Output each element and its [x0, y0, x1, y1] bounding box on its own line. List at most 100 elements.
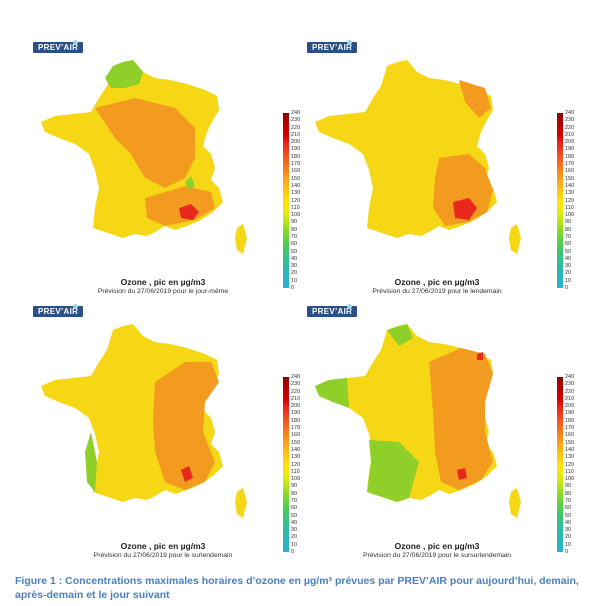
- scale-tick-label: 110: [291, 204, 300, 211]
- scale-tick-label: 90: [291, 219, 298, 226]
- scale-tick-label: 230: [291, 117, 301, 124]
- scale-tick-label: 10: [291, 541, 298, 548]
- scale-tick-label: 220: [291, 124, 301, 131]
- scale-tick-label: 170: [565, 161, 575, 168]
- scale-tick-label: 20: [565, 270, 572, 277]
- scale-tick-label: 70: [565, 233, 572, 240]
- scale-tick-label: 60: [565, 241, 572, 248]
- scale-tick-label: 60: [291, 241, 298, 248]
- color-scale: [557, 113, 563, 288]
- scale-tick-label: 130: [565, 190, 575, 197]
- prevair-logo: PREV’AIR: [33, 304, 84, 317]
- scale-tick-label: 220: [565, 388, 575, 395]
- scale-tick-label: 140: [565, 182, 575, 189]
- panel-title: Ozone , pic en µg/m3: [394, 277, 480, 287]
- color-scale: [557, 377, 563, 552]
- scale-tick-label: 30: [565, 527, 572, 534]
- scale-tick-label: 240: [565, 374, 575, 380]
- scale-tick-label: 230: [565, 381, 575, 388]
- scale-tick-label: 190: [565, 410, 575, 417]
- scale-tick-label: 70: [565, 497, 572, 504]
- scale-tick-label: 160: [565, 168, 575, 175]
- france-ozone-map: [315, 60, 521, 254]
- scale-tick-label: 240: [291, 110, 301, 116]
- scale-tick-label: 0: [565, 285, 569, 291]
- scale-tick-label: 170: [291, 425, 301, 432]
- scale-tick-label: 60: [565, 505, 572, 512]
- scale-tick-label: 110: [565, 204, 574, 211]
- scale-tick-label: 50: [291, 248, 298, 255]
- corsica: [509, 224, 521, 254]
- scale-tick-label: 10: [565, 277, 572, 284]
- france-ozone-map: [41, 324, 247, 518]
- scale-tick-label: 90: [565, 219, 572, 226]
- scale-tick-label: 180: [565, 417, 575, 424]
- scale-tick-label: 140: [291, 182, 301, 189]
- scale-tick-label: 0: [565, 549, 569, 555]
- prevair-logo: PREV’AIR: [33, 40, 84, 53]
- scale-tick-label: 50: [565, 248, 572, 255]
- scale-tick-label: 30: [291, 263, 298, 270]
- figure-caption: Figure 1 : Concentrations maximales hora…: [15, 575, 579, 601]
- scale-tick-label: 120: [565, 461, 575, 468]
- scale-tick-label: 50: [565, 512, 572, 519]
- color-scale: [283, 113, 289, 288]
- scale-tick-label: 150: [291, 175, 301, 182]
- scale-tick-label: 160: [565, 432, 575, 439]
- panel-title: Ozone , pic en µg/m3: [394, 541, 480, 551]
- panel-subtitle: Prévision du 27/06/2019 pour le sursurle…: [362, 552, 512, 559]
- scale-tick-label: 160: [291, 432, 301, 439]
- scale-tick-label: 220: [291, 388, 301, 395]
- panel-title: Ozone , pic en µg/m3: [120, 277, 206, 287]
- scale-tick-label: 80: [291, 490, 298, 497]
- scale-tick-label: 170: [291, 161, 301, 168]
- scale-tick-label: 240: [565, 110, 575, 116]
- scale-tick-label: 230: [291, 381, 301, 388]
- france-ozone-map: [41, 60, 247, 254]
- scale-tick-label: 200: [291, 403, 301, 410]
- scale-tick-label: 20: [291, 270, 298, 277]
- panel-title: Ozone , pic en µg/m3: [120, 541, 206, 551]
- scale-tick-label: 120: [565, 197, 575, 204]
- scale-tick-label: 190: [291, 410, 301, 417]
- corsica: [235, 224, 247, 254]
- scale-tick-label: 200: [565, 403, 575, 410]
- scale-tick-label: 210: [291, 131, 301, 138]
- scale-tick-label: 120: [291, 197, 301, 204]
- scale-tick-label: 40: [565, 519, 572, 526]
- scale-tick-label: 230: [565, 117, 575, 124]
- scale-tick-label: 100: [565, 476, 575, 483]
- prevair-logo: PREV’AIR: [307, 304, 358, 317]
- scale-tick-label: 200: [565, 139, 575, 146]
- prevair-logo: PREV’AIR: [307, 40, 358, 53]
- scale-tick-label: 30: [565, 263, 572, 270]
- scale-tick-label: 40: [565, 255, 572, 262]
- scale-tick-label: 20: [565, 534, 572, 541]
- scale-tick-label: 190: [291, 146, 301, 153]
- scale-tick-label: 210: [291, 395, 301, 402]
- scale-tick-label: 0: [291, 549, 295, 555]
- scale-tick-label: 10: [565, 541, 572, 548]
- scale-tick-label: 170: [565, 425, 575, 432]
- corsica: [235, 488, 247, 518]
- france-ozone-map: [315, 324, 521, 518]
- scale-tick-label: 70: [291, 233, 298, 240]
- scale-tick-label: 130: [565, 454, 575, 461]
- scale-tick-label: 180: [291, 417, 301, 424]
- scale-tick-label: 20: [291, 534, 298, 541]
- scale-tick-label: 190: [565, 146, 575, 153]
- scale-tick-label: 110: [565, 468, 574, 475]
- scale-tick-label: 0: [291, 285, 295, 291]
- scale-tick-label: 90: [565, 483, 572, 490]
- scale-tick-label: 30: [291, 527, 298, 534]
- scale-tick-label: 240: [291, 374, 301, 380]
- panel-subtitle: Prévision du 27/06/2019 pour le jour-mêm…: [97, 288, 229, 295]
- scale-tick-label: 100: [291, 476, 301, 483]
- scale-tick-label: 60: [291, 505, 298, 512]
- scale-tick-label: 10: [291, 277, 298, 284]
- scale-tick-label: 150: [291, 439, 301, 446]
- scale-tick-label: 130: [291, 454, 301, 461]
- scale-tick-label: 150: [565, 175, 575, 182]
- scale-tick-label: 130: [291, 190, 301, 197]
- scale-tick-label: 80: [291, 226, 298, 233]
